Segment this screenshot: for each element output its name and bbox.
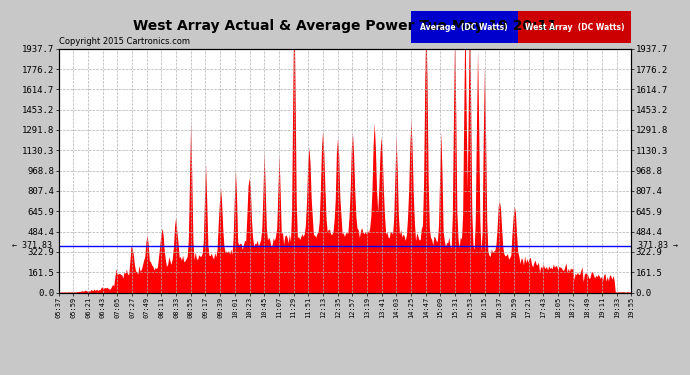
Text: ← 371.83: ← 371.83 [12, 241, 52, 250]
Text: Copyright 2015 Cartronics.com: Copyright 2015 Cartronics.com [59, 38, 190, 46]
Text: Average  (DC Watts): Average (DC Watts) [420, 22, 508, 32]
Text: 371.83 →: 371.83 → [638, 241, 678, 250]
Text: West Array  (DC Watts): West Array (DC Watts) [524, 22, 624, 32]
Text: West Array Actual & Average Power Tue May 19 20:11: West Array Actual & Average Power Tue Ma… [133, 19, 557, 33]
